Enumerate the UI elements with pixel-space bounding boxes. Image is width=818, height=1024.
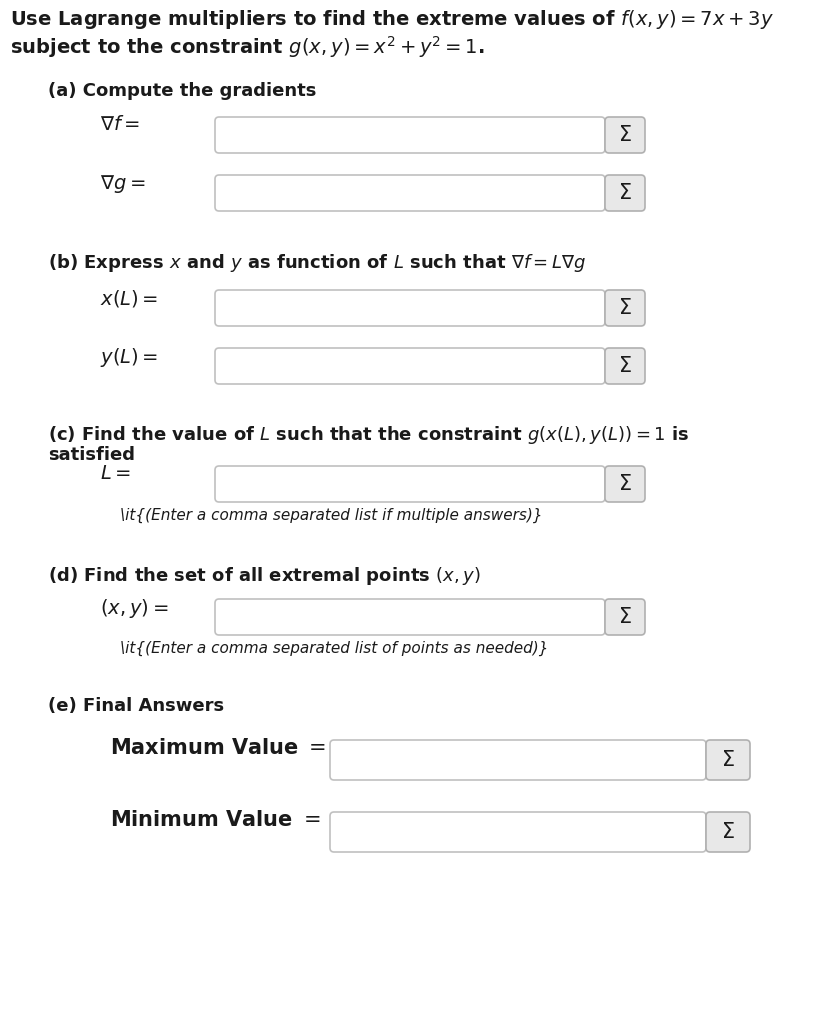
Text: Minimum Value $=$: Minimum Value $=$ [110, 810, 321, 830]
Text: (a) Compute the gradients: (a) Compute the gradients [48, 82, 317, 100]
Text: $(x, y) =$: $(x, y) =$ [100, 597, 169, 620]
FancyBboxPatch shape [215, 348, 605, 384]
Text: Use Lagrange multipliers to find the extreme values of $f(x, y) = 7x + 3y$: Use Lagrange multipliers to find the ext… [10, 8, 774, 31]
Text: $\Sigma$: $\Sigma$ [618, 607, 631, 627]
Text: subject to the constraint $g(x, y) = x^2 + y^2 = 1$.: subject to the constraint $g(x, y) = x^2… [10, 34, 484, 59]
Text: $\Sigma$: $\Sigma$ [618, 356, 631, 376]
FancyBboxPatch shape [215, 117, 605, 153]
FancyBboxPatch shape [330, 740, 706, 780]
Text: $\Sigma$: $\Sigma$ [721, 822, 735, 842]
Text: $y(L) =$: $y(L) =$ [100, 346, 158, 369]
Text: (b) Express $x$ and $y$ as function of $L$ such that $\nabla f = L\nabla g$: (b) Express $x$ and $y$ as function of $… [48, 252, 587, 274]
FancyBboxPatch shape [215, 175, 605, 211]
FancyBboxPatch shape [330, 812, 706, 852]
Text: $\Sigma$: $\Sigma$ [618, 474, 631, 494]
Text: $x(L) =$: $x(L) =$ [100, 288, 159, 309]
Text: (d) Find the set of all extremal points $(x, y)$: (d) Find the set of all extremal points … [48, 565, 481, 587]
FancyBboxPatch shape [605, 290, 645, 326]
Text: $\Sigma$: $\Sigma$ [618, 183, 631, 203]
Text: Maximum Value $=$: Maximum Value $=$ [110, 738, 326, 758]
Text: $\Sigma$: $\Sigma$ [721, 750, 735, 770]
FancyBboxPatch shape [605, 599, 645, 635]
FancyBboxPatch shape [605, 348, 645, 384]
Text: $\Sigma$: $\Sigma$ [618, 125, 631, 145]
FancyBboxPatch shape [605, 175, 645, 211]
Text: \it{(Enter a comma separated list of points as needed)}: \it{(Enter a comma separated list of poi… [120, 641, 549, 656]
Text: (c) Find the value of $L$ such that the constraint $g(x(L), y(L)) = 1$ is: (c) Find the value of $L$ such that the … [48, 424, 690, 446]
FancyBboxPatch shape [215, 466, 605, 502]
FancyBboxPatch shape [215, 599, 605, 635]
Text: (e) Final Answers: (e) Final Answers [48, 697, 224, 715]
Text: $\Sigma$: $\Sigma$ [618, 298, 631, 318]
FancyBboxPatch shape [706, 812, 750, 852]
Text: $\nabla f =$: $\nabla f =$ [100, 115, 140, 134]
Text: satisfied: satisfied [48, 446, 135, 464]
FancyBboxPatch shape [706, 740, 750, 780]
Text: $L =$: $L =$ [100, 464, 131, 483]
FancyBboxPatch shape [605, 117, 645, 153]
Text: $\nabla g =$: $\nabla g =$ [100, 173, 146, 195]
FancyBboxPatch shape [215, 290, 605, 326]
FancyBboxPatch shape [605, 466, 645, 502]
Text: \it{(Enter a comma separated list if multiple answers)}: \it{(Enter a comma separated list if mul… [120, 508, 542, 523]
